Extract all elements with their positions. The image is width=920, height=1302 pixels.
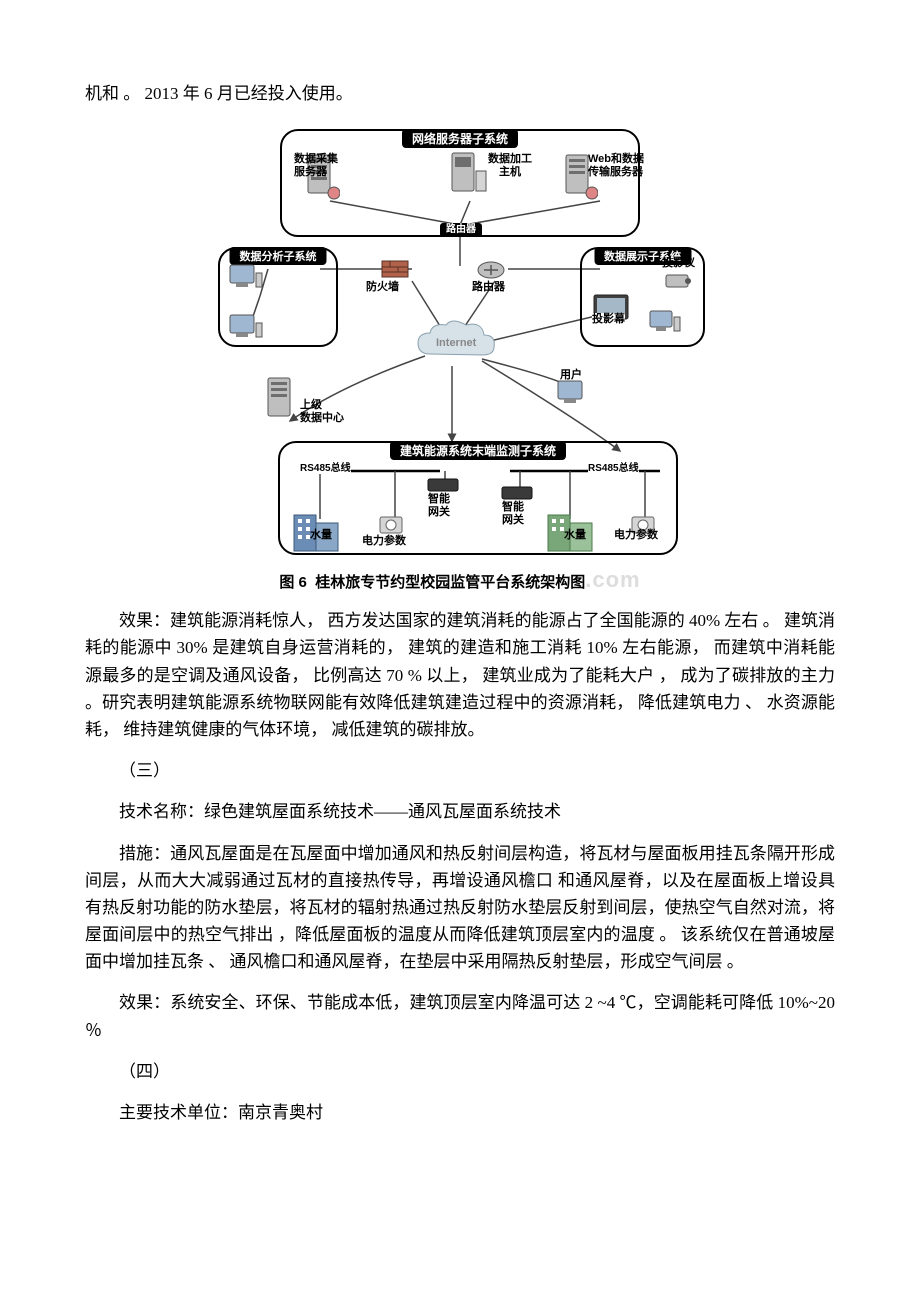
label-data-collect: 数据采集 服务器 [294,153,366,178]
label-upper-dc: 上级 数据中心 [300,399,344,424]
label-router2: 路由器 [472,281,505,294]
pc-icon [228,263,264,293]
tech3-effect: 效果：系统安全、环保、节能成本低，建筑顶层室内降温可达 2 ~4 ℃，空调能耗可… [85,989,835,1043]
label-gateway-r: 智能 网关 [502,501,524,526]
tech3-measure: 措施：通风瓦屋面是在瓦屋面中增加通风和热反射间层构造，将瓦材与屋面板用挂瓦条隔开… [85,840,835,976]
label-data-proc: 数据加工 主机 [488,153,532,178]
label-projector: 投影仪 [662,257,695,270]
label-rs485-right: RS485总线 [588,459,639,474]
architecture-diagram: 网络服务器子系统 数据采集 服务器 数据加工 主机 [200,121,720,561]
host-icon [446,151,488,201]
label-power-l: 电力参数 [362,535,406,548]
paragraph-effect-1: 效果：建筑能源消耗惊人， 西方发达国家的建筑消耗的能源占了全国能源的 40% 左… [85,607,835,743]
tech3-name: 技术名称：绿色建筑屋面系统技术——通风瓦屋面系统技术 [85,798,835,825]
label-water-l: 水量 [310,529,332,542]
user-pc-icon [556,379,592,407]
router-label-top: 路由器 [440,223,482,237]
label-screen: 投影幕 [592,313,625,326]
label-internet: Internet [436,337,476,349]
label-firewall: 防火墙 [366,281,399,294]
projector-icon [662,271,694,293]
section-number-4: （四） [85,1058,835,1085]
label-web: Web和数据 传输服务器 [588,153,644,178]
group-title-network: 网络服务器子系统 [402,129,518,148]
meter-icon [378,515,406,537]
caption-number: 图 6 [279,574,307,591]
diagram-figure: 网络服务器子系统 数据采集 服务器 数据加工 主机 [200,121,720,561]
label-user: 用户 [560,369,582,382]
watermark-text: .com [585,567,640,592]
tech4-unit: 主要技术单位：南京青奥村 [85,1099,835,1126]
firewall-icon [380,259,412,281]
group-title-bottom: 建筑能源系统末端监测子系统 [390,441,566,460]
label-water-r: 水量 [564,529,586,542]
label-power-r: 电力参数 [614,529,658,542]
label-gateway-l: 智能 网关 [428,493,450,518]
figure-caption: 图 6 桂林旅专节约型校园监管平台系统架构图.com [85,567,835,593]
pc-icon [648,309,682,335]
label-rs485-left: RS485总线 [300,459,351,474]
server-icon [260,376,300,424]
section-number-3: （三） [85,757,835,784]
caption-text: 桂林旅专节约型校园监管平台系统架构图 [315,574,585,591]
pc-icon [228,313,264,343]
paragraph-continuation: 机和 。 2013 年 6 月已经投入使用。 [85,80,835,107]
router-icon [476,259,506,281]
